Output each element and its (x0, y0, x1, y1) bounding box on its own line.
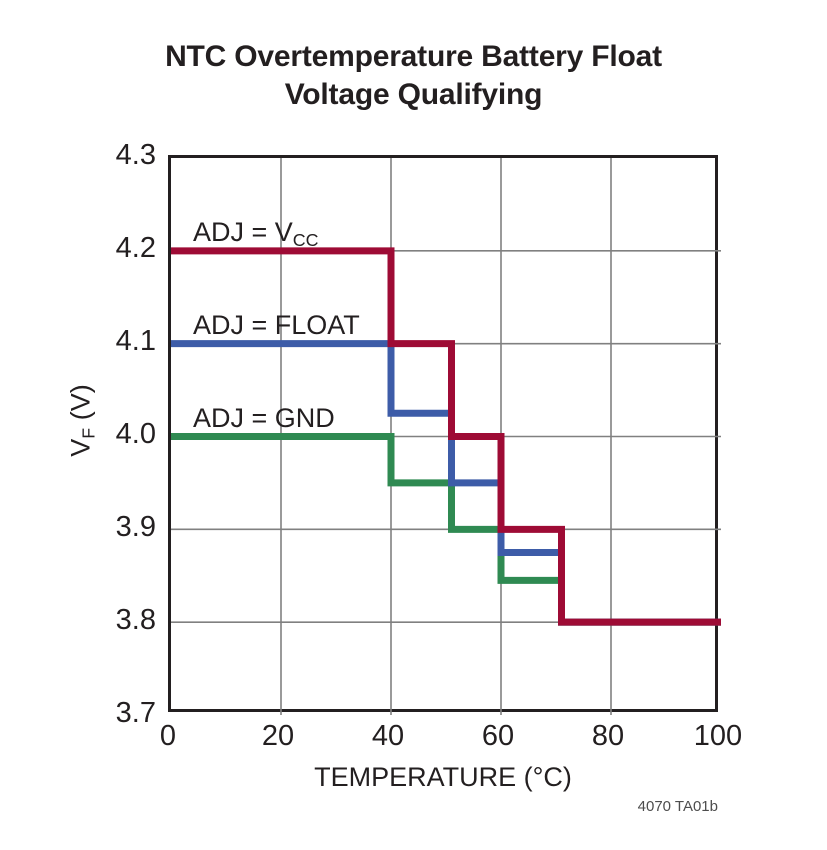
chart-title-line-2: Voltage Qualifying (284, 78, 543, 111)
chart-title: NTC Overtemperature Battery Float Voltag… (0, 38, 827, 114)
annotation-adj-gnd: ADJ = GND (193, 404, 335, 433)
x-tick-label-0: 0 (159, 720, 177, 752)
y-axis-title-unit: (V) (65, 384, 96, 428)
x-tick-label-100: 100 (693, 720, 743, 752)
y-axis-title-main: V (65, 438, 96, 457)
annotation-adj-gnd-text: ADJ = GND (193, 403, 335, 433)
annotation-adj-vcc: ADJ = VCC (193, 218, 319, 250)
y-tick-label-3.7: 3.7 (115, 697, 156, 729)
y-tick-label-3.9: 3.9 (115, 511, 156, 543)
series-line-adj-vcc (171, 247, 721, 626)
x-axis-title: TEMPERATURE (°C) (314, 762, 572, 792)
plot-canvas (171, 158, 721, 715)
annotation-adj-float-text: ADJ = FLOAT (193, 310, 360, 340)
y-tick-label-4.3: 4.3 (115, 139, 156, 171)
chart-title-line-1: NTC Overtemperature Battery Float (165, 40, 662, 73)
y-tick-label-4.1: 4.1 (115, 325, 156, 357)
y-tick-label-4.2: 4.2 (115, 232, 156, 264)
y-axis-title: VF (V) (66, 331, 99, 511)
figure-reference-label: 4070 TA01b (637, 798, 718, 815)
x-tick-label-60: 60 (481, 720, 515, 752)
x-tick-label-80: 80 (591, 720, 625, 752)
annotation-adj-vcc-text: ADJ = V (193, 217, 293, 247)
y-tick-label-3.8: 3.8 (115, 604, 156, 636)
annotation-adj-float: ADJ = FLOAT (193, 311, 360, 340)
x-tick-label-40: 40 (371, 720, 405, 752)
x-tick-label-20: 20 (261, 720, 295, 752)
y-tick-label-4.0: 4.0 (115, 418, 156, 450)
annotation-adj-vcc-subscript: CC (292, 229, 319, 250)
y-axis-title-subscript: F (78, 427, 99, 439)
plot-area: ADJ = VCC ADJ = FLOAT ADJ = GND (168, 155, 721, 715)
